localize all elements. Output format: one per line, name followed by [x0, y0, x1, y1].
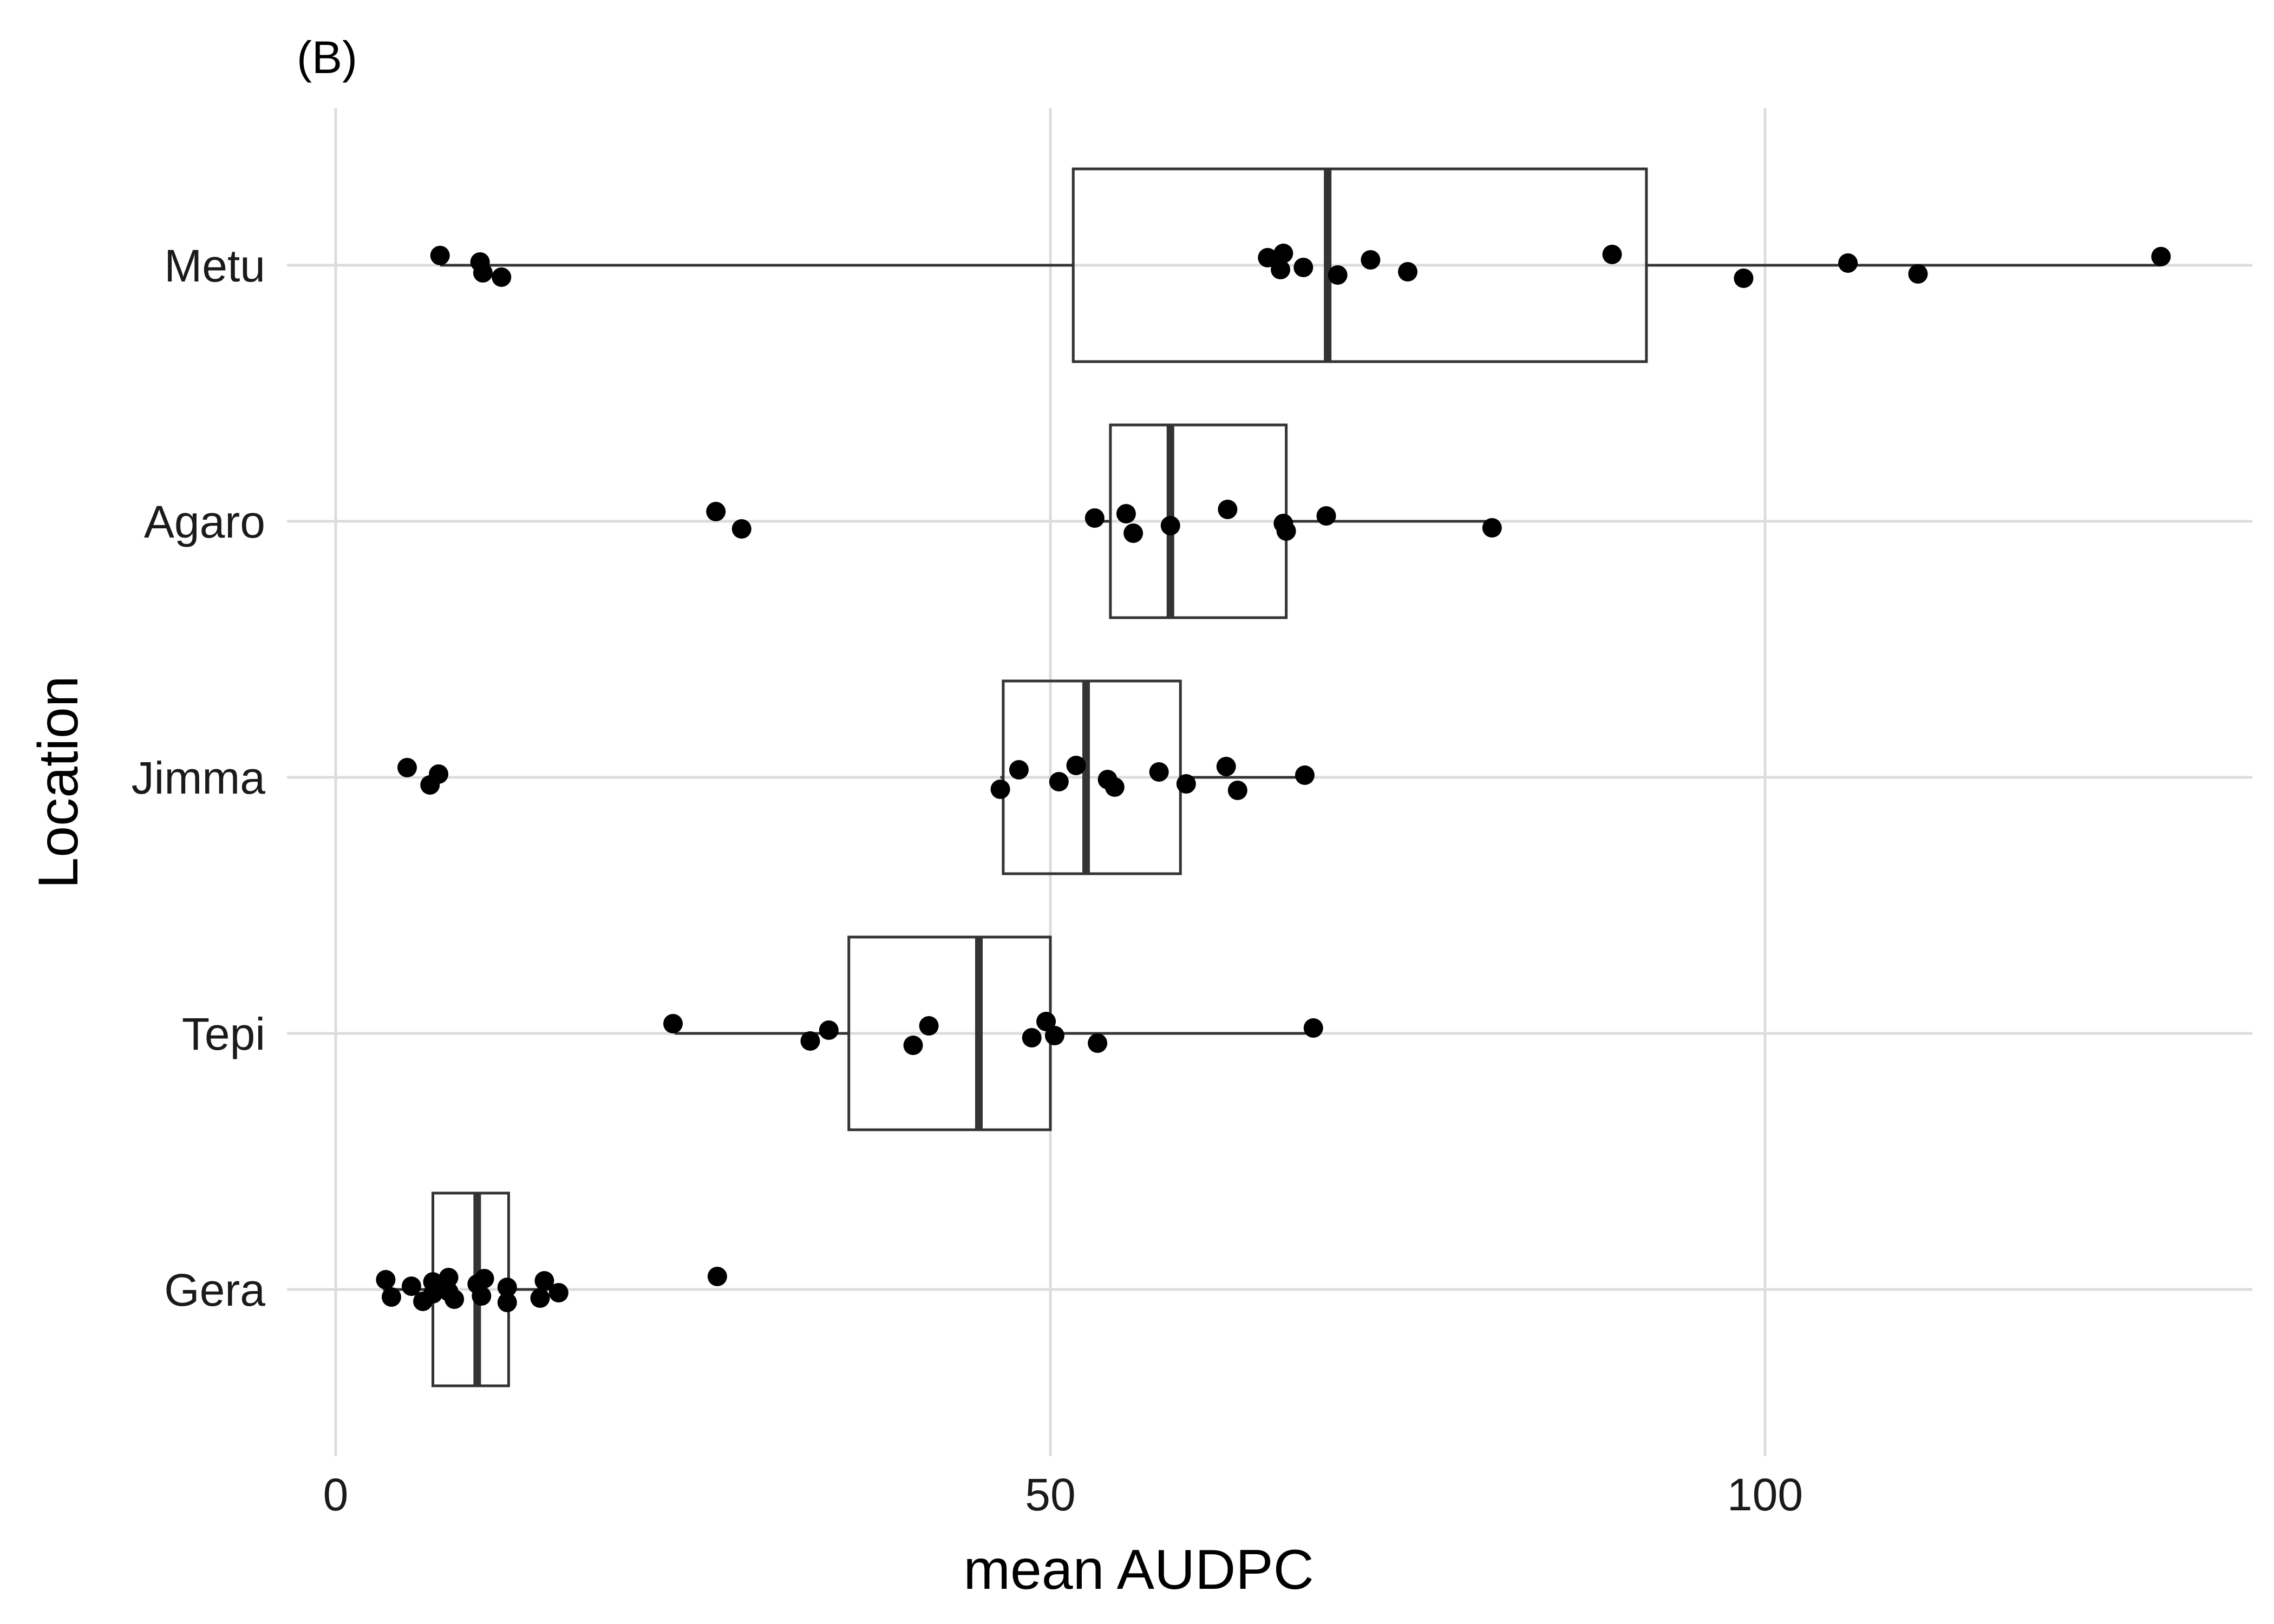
grid-lines — [287, 108, 2252, 1456]
x-tick-label: 100 — [1727, 1469, 1803, 1520]
data-point — [548, 1283, 568, 1302]
data-point — [376, 1270, 396, 1289]
data-point — [472, 1286, 492, 1306]
axis-labels: 0 50 100 Metu Agaro Jimma Tepi Gera — [132, 240, 1803, 1520]
data-point — [1303, 1018, 1323, 1038]
data-point — [397, 758, 417, 777]
x-tick-label: 50 — [1025, 1469, 1075, 1520]
data-point — [919, 1016, 939, 1036]
y-tick-label: Agaro — [144, 496, 265, 547]
data-point — [530, 1288, 550, 1308]
data-point — [497, 1278, 517, 1297]
data-point — [1838, 253, 1858, 273]
data-point — [1482, 518, 1502, 538]
data-point — [990, 780, 1010, 799]
data-point — [1273, 244, 1293, 263]
data-point — [663, 1014, 683, 1033]
data-point — [1084, 508, 1105, 528]
data-point — [1361, 250, 1381, 270]
data-point — [1149, 762, 1169, 782]
data-point — [1398, 262, 1417, 281]
data-point — [707, 1267, 727, 1286]
data-point — [2151, 247, 2171, 266]
data-point — [1218, 500, 1238, 519]
data-point — [1105, 777, 1125, 797]
data-point — [800, 1031, 820, 1051]
data-point — [497, 1293, 517, 1312]
data-point — [423, 1284, 443, 1304]
data-point — [1293, 258, 1314, 277]
y-tick-label: Gera — [164, 1265, 265, 1315]
data-point — [1123, 523, 1143, 543]
data-point — [381, 1287, 401, 1307]
data-point — [1009, 760, 1029, 780]
y-tick-label: Metu — [164, 240, 265, 291]
data-point — [1271, 260, 1291, 279]
y-tick-label: Jimma — [132, 752, 266, 803]
box-iqr — [1071, 167, 1648, 363]
data-point — [430, 246, 450, 265]
data-point — [706, 502, 726, 521]
data-points — [376, 244, 2171, 1312]
y-tick-label: Tepi — [182, 1009, 265, 1059]
data-point — [1160, 516, 1180, 535]
data-point — [492, 267, 512, 287]
data-point — [1227, 781, 1247, 800]
x-axis-title: mean AUDPC — [963, 1538, 1314, 1601]
data-point — [1295, 765, 1315, 785]
data-point — [1908, 264, 1928, 284]
data-point — [1036, 1012, 1056, 1031]
data-point — [1316, 506, 1336, 526]
data-point — [470, 252, 490, 272]
data-point — [1088, 1033, 1108, 1053]
data-point — [903, 1036, 923, 1055]
data-point — [1176, 774, 1196, 794]
data-point — [1258, 248, 1278, 267]
data-point — [1276, 521, 1296, 541]
data-point — [429, 764, 449, 784]
data-point — [439, 1268, 459, 1287]
data-point — [1734, 269, 1754, 288]
data-point — [534, 1271, 554, 1291]
data-point — [819, 1020, 839, 1040]
data-point — [401, 1276, 421, 1296]
data-point — [1216, 757, 1236, 776]
data-point — [1022, 1028, 1042, 1047]
data-point — [1044, 1026, 1064, 1045]
data-point — [474, 1269, 494, 1288]
data-point — [1116, 504, 1136, 523]
y-axis-title: Location — [27, 676, 90, 888]
panel-label: (B) — [297, 32, 357, 83]
x-tick-label: 0 — [323, 1469, 349, 1520]
data-point — [1328, 265, 1348, 285]
data-point — [445, 1289, 465, 1309]
data-point — [731, 519, 752, 539]
data-point — [1602, 245, 1622, 264]
data-point — [1049, 772, 1069, 791]
data-point — [1066, 756, 1086, 775]
